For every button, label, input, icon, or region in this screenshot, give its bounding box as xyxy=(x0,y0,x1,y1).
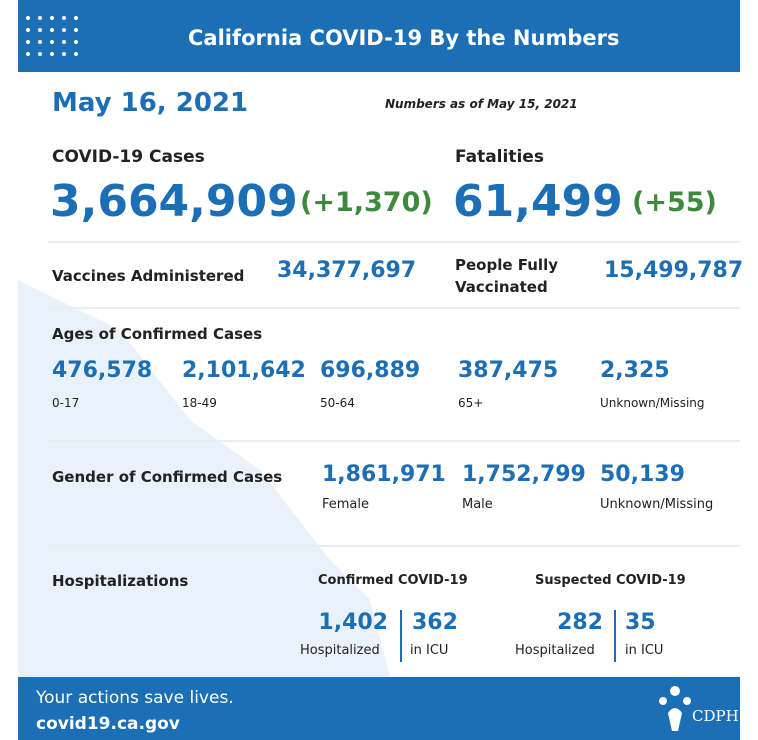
cases-value: 3,664,909 xyxy=(50,176,298,227)
age-value: 476,578 xyxy=(52,358,153,383)
footer-bar: Your actions save lives. covid19.ca.gov … xyxy=(18,677,740,740)
fully-label-1: People Fully xyxy=(455,256,558,274)
age-label: 65+ xyxy=(458,396,484,410)
gender-value: 50,139 xyxy=(600,462,685,487)
cases-label: COVID-19 Cases xyxy=(52,147,205,167)
as-of: Numbers as of May 15, 2021 xyxy=(385,97,578,111)
separator xyxy=(48,307,740,309)
vaccines-value: 34,377,697 xyxy=(277,258,417,283)
header-bar: California COVID-19 By the Numbers xyxy=(18,0,740,72)
suspected-icu-value: 35 xyxy=(625,610,656,635)
fatalities-value: 61,499 xyxy=(453,176,623,227)
confirmed-hosp-value: 1,402 xyxy=(318,610,388,635)
ages-title: Ages of Confirmed Cases xyxy=(52,325,263,343)
logo-text: CDPH xyxy=(692,707,739,725)
confirmed-hosp-label: Hospitalized xyxy=(300,643,380,658)
age-label: Unknown/Missing xyxy=(600,396,705,410)
confirmed-title: Confirmed COVID-19 xyxy=(318,573,468,588)
gender-title: Gender of Confirmed Cases xyxy=(52,468,283,486)
date: May 16, 2021 xyxy=(52,88,249,118)
age-label: 50-64 xyxy=(320,396,355,410)
dots-icon xyxy=(26,16,78,56)
suspected-title: Suspected COVID-19 xyxy=(535,573,686,588)
tagline: Your actions save lives. xyxy=(36,688,234,708)
logo-figure xyxy=(659,686,691,731)
confirmed-icu-value: 362 xyxy=(412,610,458,635)
divider xyxy=(400,610,402,662)
suspected-icu-label: in ICU xyxy=(625,643,664,658)
divider xyxy=(614,610,616,662)
gender-label: Unknown/Missing xyxy=(600,497,714,512)
age-value: 2,325 xyxy=(600,358,670,383)
confirmed-icu-label: in ICU xyxy=(410,643,449,658)
age-value: 696,889 xyxy=(320,358,421,383)
gender-value: 1,752,799 xyxy=(462,462,586,487)
age-value: 2,101,642 xyxy=(182,358,306,383)
gender-label: Male xyxy=(462,497,493,512)
fatalities-label: Fatalities xyxy=(455,147,544,167)
separator xyxy=(48,545,740,547)
title: California COVID-19 By the Numbers xyxy=(188,26,620,50)
fully-value: 15,499,787 xyxy=(604,258,744,283)
age-value: 387,475 xyxy=(458,358,559,383)
fully-label-2: Vaccinated xyxy=(455,278,548,296)
vaccines-label: Vaccines Administered xyxy=(52,267,245,285)
separator xyxy=(48,241,740,243)
suspected-hosp-label: Hospitalized xyxy=(515,643,595,658)
fatalities-change: (+55) xyxy=(632,187,717,218)
cases-change: (+1,370) xyxy=(300,187,433,218)
gender-value: 1,861,971 xyxy=(322,462,446,487)
separator xyxy=(48,440,740,442)
hosp-title: Hospitalizations xyxy=(52,572,189,590)
url: covid19.ca.gov xyxy=(36,714,180,734)
gender-label: Female xyxy=(322,497,370,512)
suspected-hosp-value: 282 xyxy=(557,610,603,635)
age-label: 0-17 xyxy=(52,396,80,410)
age-label: 18-49 xyxy=(182,396,217,410)
